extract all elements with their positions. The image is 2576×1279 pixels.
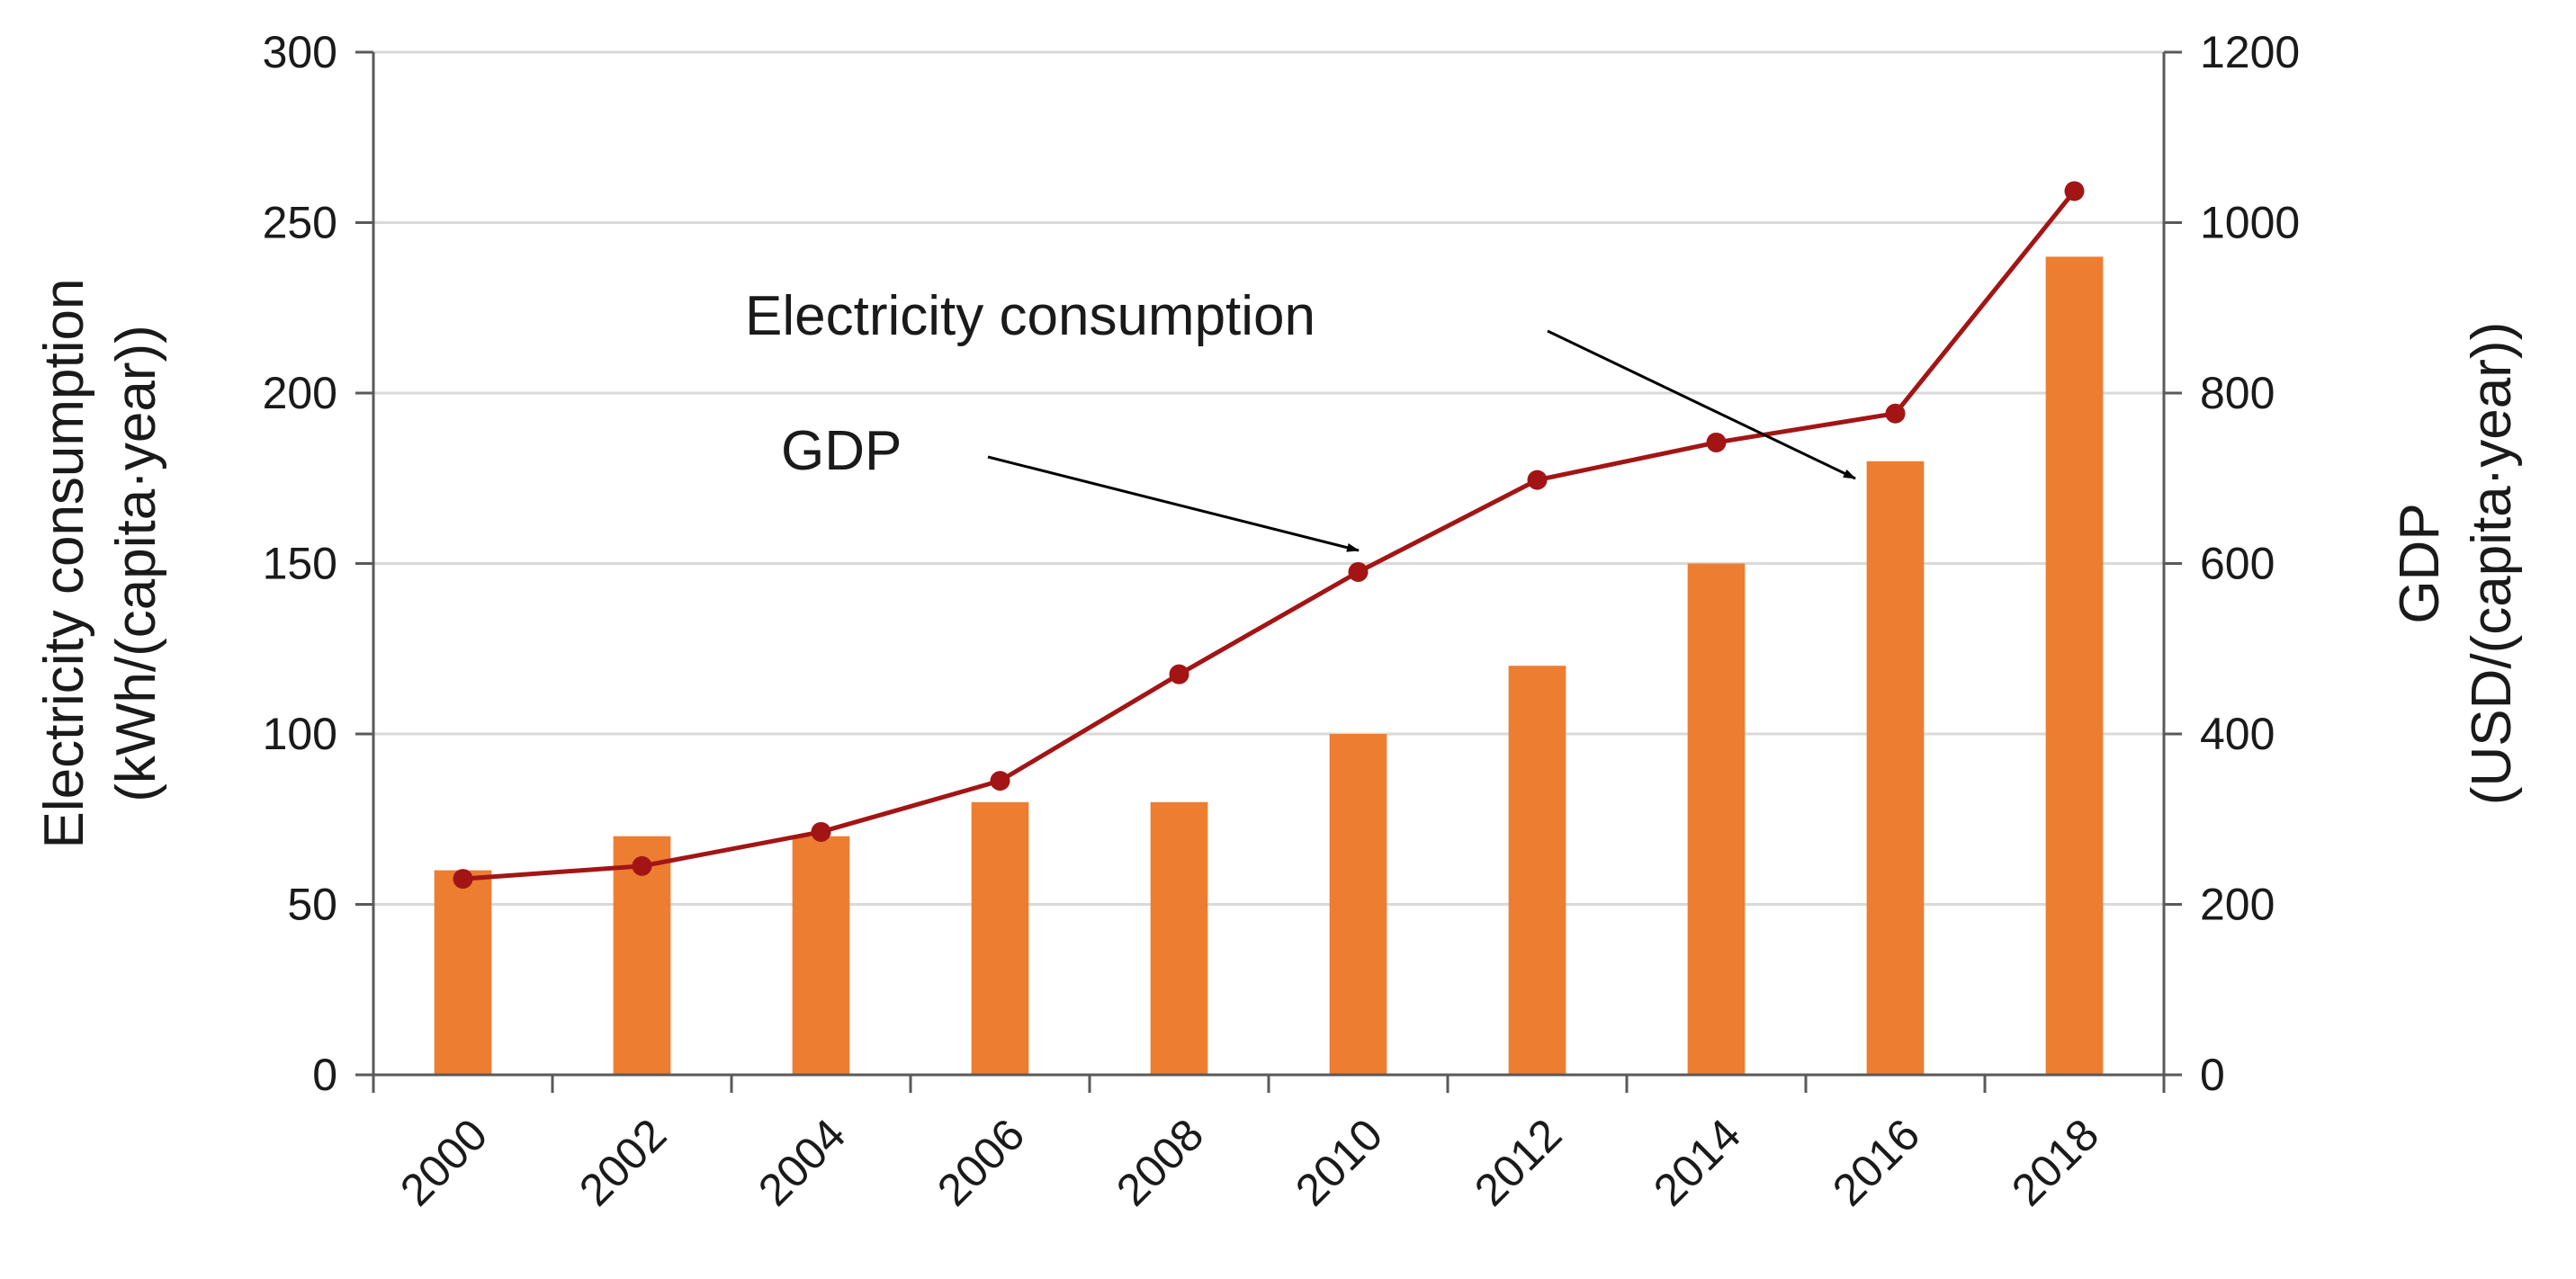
x-tick-label: 2006 — [928, 1109, 1034, 1215]
x-tick-label: 2000 — [390, 1109, 497, 1215]
point-gdp-2006 — [990, 771, 1010, 792]
line-gdp — [462, 189, 2077, 881]
y-right-tick-label: 200 — [2200, 880, 2275, 930]
x-tick-label: 2018 — [2002, 1109, 2108, 1215]
bar-electricity-2004 — [792, 836, 850, 1075]
y-right-tick-label: 400 — [2200, 709, 2275, 759]
gridlines — [373, 50, 2164, 906]
point-gdp-2018 — [2064, 181, 2085, 201]
y-left-tick-label: 150 — [263, 539, 337, 589]
x-tick-label: 2008 — [1107, 1109, 1213, 1215]
x-tick-label: 2016 — [1823, 1109, 1929, 1215]
y-right-tick-label: 1200 — [2200, 27, 2300, 77]
y-right-axis-title: GDP — [2389, 503, 2451, 623]
annotation-gdp: GDP — [781, 420, 902, 482]
point-gdp-2000 — [453, 869, 473, 890]
point-gdp-2016 — [1885, 403, 1906, 424]
bar-series — [434, 256, 2104, 1075]
bar-electricity-2010 — [1329, 734, 1387, 1075]
arrow-gdp — [987, 455, 1360, 552]
x-tick-label: 2012 — [1465, 1109, 1571, 1215]
y-left-tick-label: 300 — [263, 27, 337, 77]
point-gdp-2012 — [1527, 470, 1548, 490]
y-right-tick-label: 1000 — [2200, 198, 2300, 248]
y-left-tick-label: 200 — [263, 368, 337, 418]
bar-electricity-2002 — [613, 836, 671, 1075]
axis-labels: 0 50 100 150 200 250 300 0 200 400 600 800 1000 1200 2… — [33, 27, 2523, 1215]
y-left-tick-label: 100 — [263, 709, 337, 759]
x-tick-label: 2002 — [570, 1109, 676, 1215]
axes — [355, 50, 2182, 1093]
y-left-tick-label: 250 — [263, 198, 337, 248]
y-right-tick-label: 600 — [2200, 539, 2275, 589]
y-left-axis-subtitle: (kWh/(capita·year)) — [105, 325, 167, 802]
point-gdp-2004 — [811, 821, 831, 842]
bar-electricity-2014 — [1687, 563, 1746, 1075]
x-tick-label: 2010 — [1286, 1109, 1392, 1215]
point-gdp-2008 — [1169, 664, 1189, 684]
bar-electricity-2006 — [971, 801, 1029, 1075]
arrow-electricity — [1547, 329, 1856, 480]
line-series — [453, 181, 2085, 890]
point-gdp-2002 — [632, 855, 652, 876]
bar-electricity-2018 — [2045, 256, 2104, 1075]
point-gdp-2014 — [1706, 432, 1727, 452]
y-right-tick-label: 0 — [2200, 1050, 2225, 1100]
y-right-axis-subtitle: (USD/(capita·year)) — [2461, 322, 2523, 805]
x-tick-label: 2014 — [1644, 1109, 1750, 1215]
point-gdp-2010 — [1348, 561, 1369, 582]
annotations: Electricity consumption GDP — [745, 285, 1856, 552]
y-left-tick-label: 0 — [312, 1050, 337, 1100]
bar-electricity-2000 — [434, 870, 492, 1075]
y-right-tick-label: 800 — [2200, 368, 2275, 418]
bar-electricity-2008 — [1150, 801, 1208, 1075]
y-left-axis-title: Electricity consumption — [33, 278, 95, 848]
bar-electricity-2016 — [1866, 461, 1925, 1075]
y-left-tick-label: 50 — [287, 880, 337, 930]
x-tick-label: 2004 — [749, 1109, 855, 1215]
bar-electricity-2012 — [1508, 666, 1566, 1075]
annotation-electricity: Electricity consumption — [745, 285, 1315, 347]
